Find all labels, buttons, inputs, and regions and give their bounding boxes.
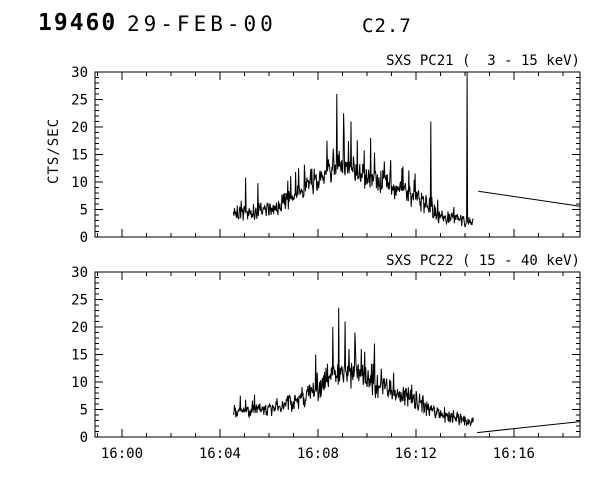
axis-ticks bbox=[95, 71, 580, 238]
x-tick-label: 16:00 bbox=[101, 446, 143, 462]
lightcurve-plot-pc21: 0 5 10 15 20 25 30 bbox=[71, 65, 581, 246]
y-tick-label: 20 bbox=[71, 320, 88, 336]
y-tick-label: 20 bbox=[71, 120, 88, 136]
axis-ticks bbox=[95, 271, 580, 438]
y-tick-label: 25 bbox=[71, 293, 88, 309]
lightcurve-trace bbox=[232, 307, 474, 427]
y-tick-label: 10 bbox=[71, 375, 88, 391]
lightcurve-plot-pc22: 0 5 10 15 20 25 30 16:00 16:04 16:08 16:12 16:16 bbox=[71, 265, 581, 462]
tail-trace bbox=[477, 421, 581, 434]
y-tick-label: 5 bbox=[80, 403, 88, 419]
event-number: 19460 bbox=[38, 10, 118, 36]
panel-title-pc22: SXS PC22 ( 15 - 40 keV) bbox=[386, 253, 580, 269]
y-axis-label: CTS/SEC bbox=[46, 117, 62, 184]
y-tick-label: 30 bbox=[71, 65, 88, 81]
y-tick-label: 5 bbox=[80, 203, 88, 219]
x-tick-label: 16:04 bbox=[199, 446, 241, 462]
panel-title-pc21: SXS PC21 ( 3 - 15 keV) bbox=[386, 53, 580, 69]
x-tick-label: 16:08 bbox=[297, 446, 339, 462]
tail-trace bbox=[478, 190, 581, 207]
lightcurve-trace bbox=[232, 71, 474, 228]
plot-frame bbox=[94, 271, 581, 438]
y-tick-label: 0 bbox=[80, 230, 88, 246]
y-tick-label: 30 bbox=[71, 265, 88, 281]
y-tick-label: 15 bbox=[71, 148, 88, 164]
y-tick-label: 15 bbox=[71, 348, 88, 364]
x-tick-label: 16:16 bbox=[493, 446, 535, 462]
y-tick-label: 25 bbox=[71, 93, 88, 109]
flare-class: C2.7 bbox=[362, 15, 412, 37]
x-tick-label: 16:12 bbox=[395, 446, 437, 462]
y-tick-label: 10 bbox=[71, 175, 88, 191]
y-tick-label: 0 bbox=[80, 430, 88, 446]
observation-date: 29-FEB-00 bbox=[127, 12, 277, 36]
